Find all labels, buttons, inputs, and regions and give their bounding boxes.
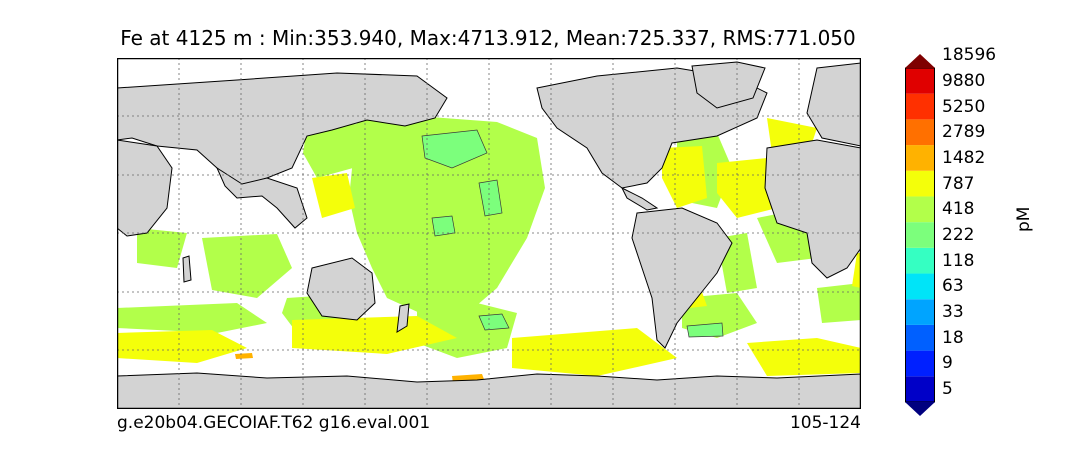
land-new-zealand: [396, 303, 410, 333]
colorbar-band: [905, 196, 935, 223]
land-eurasia-east: [806, 62, 861, 147]
land-greenland: [691, 61, 766, 109]
colorbar-tick-label: 5: [942, 379, 953, 400]
case-name-label: g.e20b04.GECOIAF.T62 g16.eval.001: [117, 413, 431, 433]
colorbar-band: [905, 376, 935, 402]
colorbar-unit: pM: [1014, 206, 1034, 232]
land-india-sea-asia: [215, 166, 308, 229]
years-label: 105-124: [789, 413, 861, 433]
colorbar-band: [905, 350, 935, 377]
colorbar-band: [905, 222, 935, 248]
colorbar-tick-label: 33: [942, 302, 964, 323]
colorbar-tick-label: 2789: [942, 122, 986, 143]
land-madagascar: [182, 255, 192, 283]
plot-title: Fe at 4125 m : Min:353.940, Max:4713.912…: [120, 26, 856, 50]
colorbar-tick-label: 18: [942, 327, 964, 348]
colorbar-tick-label: 118: [942, 250, 975, 271]
land-africa-east: [764, 139, 861, 279]
colorbar-band: [905, 170, 935, 197]
colorbar-tick-label: 787: [942, 173, 975, 194]
colorbar-band: [905, 93, 935, 120]
land-australia: [306, 257, 376, 321]
colorbar: [905, 54, 935, 416]
colorbar-band: [905, 145, 935, 171]
land-central-america: [620, 186, 659, 211]
colorbar-band: [905, 247, 935, 274]
map-panel: [117, 58, 861, 409]
colorbar-tick-label: 1482: [942, 147, 986, 168]
colorbar-tick-label: 418: [942, 199, 975, 220]
colorbar-tick-label: 63: [942, 276, 964, 297]
fe-field-222: [421, 129, 724, 338]
fe-field-787: [117, 118, 861, 376]
colorbar-band: [905, 273, 935, 300]
map-border: [117, 58, 861, 409]
colorbar-band: [905, 68, 935, 94]
colorbar-tick-label: 18596: [942, 45, 997, 66]
colorbar-tick-label: 222: [942, 225, 975, 245]
colorbar-bands: [905, 67, 935, 403]
colorbar-band: [905, 324, 935, 351]
ocean-map: [117, 58, 861, 409]
colorbar-band: [905, 119, 935, 146]
colorbar-tick-label: 9: [942, 353, 953, 374]
colorbar-tick-label: 5250: [942, 96, 986, 117]
colorbar-extend-max: [905, 54, 935, 68]
land-africa: [117, 139, 173, 237]
gridlines: [117, 58, 861, 409]
colorbar-extend-min: [905, 402, 935, 416]
land-south-america: [631, 207, 733, 349]
land-masses: [117, 61, 861, 409]
colorbar-band: [905, 299, 935, 325]
colorbar-tick-label: 9880: [942, 70, 986, 91]
